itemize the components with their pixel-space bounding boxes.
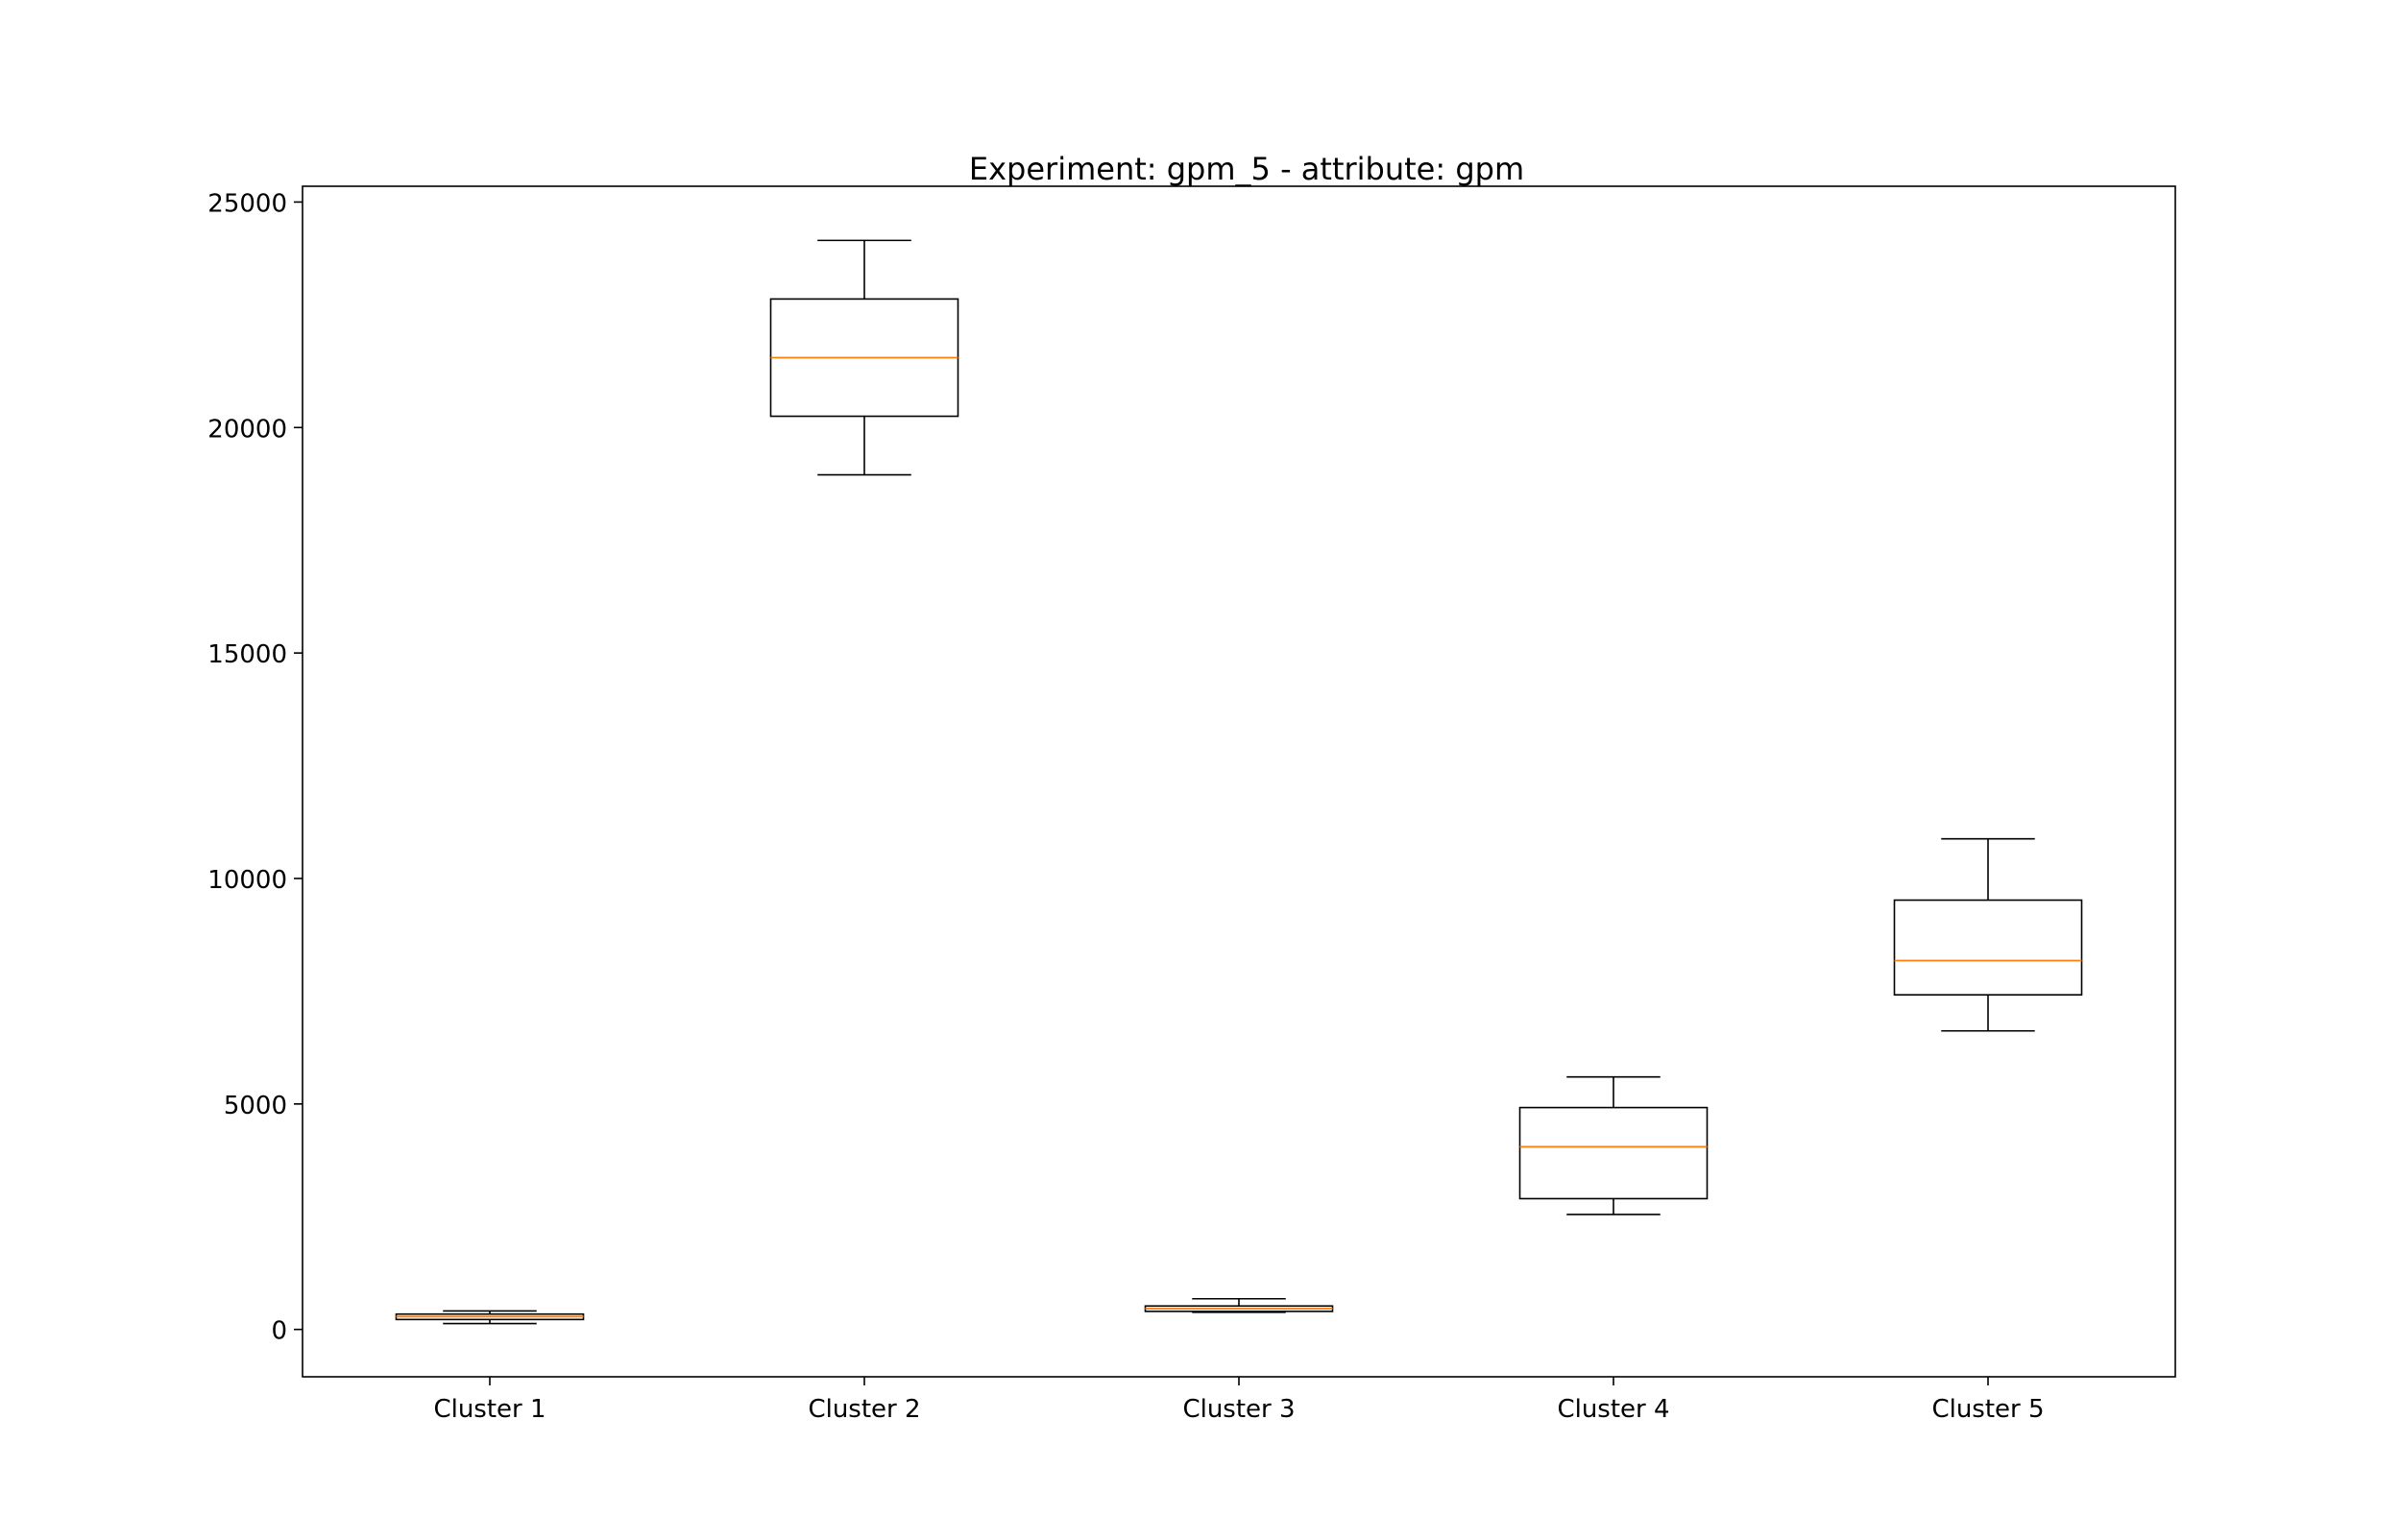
x-tick-label-0: Cluster 1 <box>433 1395 546 1424</box>
y-tick-label-4: 20000 <box>207 415 287 444</box>
chart-title: Experiment: gpm_5 - attribute: gpm <box>969 151 1524 187</box>
y-tick-label-1: 5000 <box>224 1092 287 1120</box>
plot-area: 0 5000 10000 15000 20000 25000 Cluster 1 Cluste… <box>207 189 2083 1424</box>
x-tick-label-3: Cluster 4 <box>1557 1395 1669 1424</box>
y-tick-label-3: 15000 <box>207 640 287 669</box>
y-tick-label-5: 25000 <box>207 189 287 218</box>
y-tick-label-0: 0 <box>271 1317 287 1346</box>
y-tick-label-2: 10000 <box>207 866 287 895</box>
box-5 <box>1893 899 2083 996</box>
box-4 <box>1518 1106 1709 1200</box>
x-tick-label-1: Cluster 2 <box>808 1395 920 1424</box>
x-tick-label-4: Cluster 5 <box>1931 1395 2044 1424</box>
x-tick-label-2: Cluster 3 <box>1182 1395 1295 1424</box>
axes-frame <box>302 185 2176 1378</box>
